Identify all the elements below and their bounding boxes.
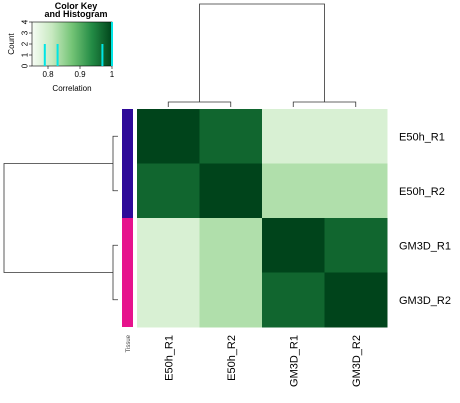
color-key: Color Key and Histogram 0 1 2 3 4 0.8 0.9 1 Co… [7,1,115,93]
color-key-xtick-label: 0.8 [42,70,54,79]
row-label: E50h_R1 [399,131,445,143]
heatmap-cell [199,109,263,164]
heatmap-cell [199,163,263,219]
dendrogram-branch [112,135,118,192]
row-dendrogram [3,135,118,301]
row-label: E50h_R2 [399,186,445,198]
column-label: E50h_R2 [226,335,238,381]
heatmap-cell [199,272,263,328]
dendrogram-branch [167,101,232,107]
color-key-xlabel: Correlation [52,84,91,93]
dendrogram-branch [292,101,357,107]
heatmap-cell [262,272,325,328]
color-key-ytick-label: 1 [21,52,30,57]
heatmap-cell [137,163,200,219]
color-key-xtick-label: 1 [110,70,115,79]
heatmap-cell [324,218,388,273]
heatmap-cell [137,109,200,164]
tissue-group-bar [122,218,133,327]
tissue-group-bar [122,109,133,218]
tissue-side-bar [122,109,133,327]
column-labels: E50h_R1 E50h_R2 GM3D_R1 GM3D_R2 [163,335,363,387]
column-label: E50h_R1 [163,335,175,381]
tissue-label: Tissue [126,334,132,352]
column-label: GM3D_R2 [351,335,363,387]
color-key-title-line2: and Histogram [44,9,107,19]
row-labels: E50h_R1 E50h_R2 GM3D_R1 GM3D_R2 [399,131,451,307]
heatmap-cell [324,272,388,328]
color-key-ytick-label: 4 [21,19,30,24]
dendrogram-branch [112,244,118,301]
color-key-ytick-label: 2 [21,41,30,46]
heatmap-cell [324,163,388,219]
color-key-title-line1: Color Key [55,1,98,11]
color-key-ytick-label: 3 [21,30,30,35]
heatmap-cell [199,218,263,273]
heatmap-cell [262,218,325,273]
heatmap-cell [137,218,200,273]
heatmap-cell [137,272,200,328]
dendrogram-branch [199,3,325,102]
color-key-ylabel: Count [7,33,16,55]
column-dendrogram [167,3,357,107]
color-key-ytick-label: 0 [21,63,30,68]
color-key-xtick-label: 0.9 [74,70,86,79]
heatmap-cell [324,109,388,164]
column-label: GM3D_R1 [288,335,300,387]
dendrogram-branch [3,163,113,273]
row-label: GM3D_R1 [399,240,451,252]
heatmap-cell [262,163,325,219]
row-label: GM3D_R2 [399,295,451,307]
heatmap-cell [262,109,325,164]
heatmap-cells [137,109,388,328]
